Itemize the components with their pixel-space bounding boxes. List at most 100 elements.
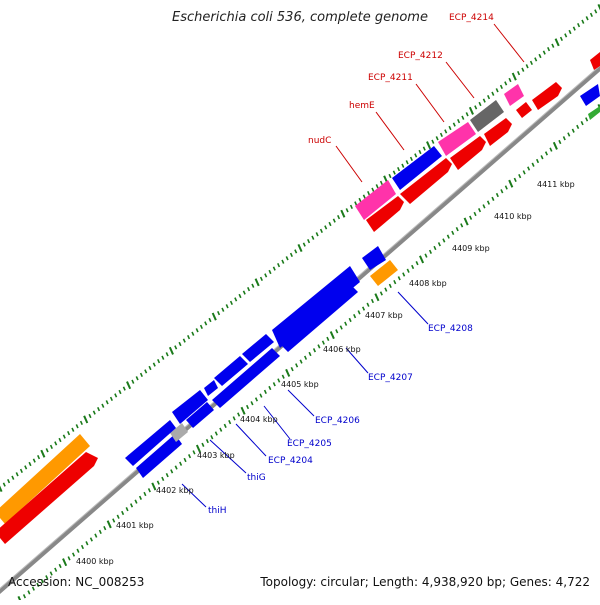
inner-tick [540,155,544,160]
outer-tick [354,201,358,206]
reverse-gene-ECP_4205[interactable] [212,348,280,408]
inner-tick [188,454,192,459]
green-gene-right-edge[interactable] [588,106,600,120]
reverse-gene-upper-3[interactable] [204,380,218,396]
reverse-gene-upper-1[interactable] [125,420,176,466]
inner-tick [531,162,535,167]
inner-tick [522,170,526,175]
inner-tick [353,314,357,319]
scale-label: 4411 kbp [537,180,575,189]
outer-tick [511,72,517,81]
inner-tick [45,575,49,580]
forward-gene-ECP_4214-a[interactable] [516,102,532,118]
inner-tick [379,291,383,296]
outer-tick [487,95,491,100]
inner-tick [165,472,169,478]
outer-tick [474,105,478,110]
forward-gene-label[interactable]: nudC [308,136,331,146]
reverse-gene-upper-6[interactable] [272,266,360,348]
forward-gene-hemE[interactable] [400,158,452,204]
pink-gene-ECP_4211[interactable] [438,122,476,156]
inner-tick [62,558,68,567]
reverse-gene-label[interactable]: thiG [247,473,266,483]
forward-gene-ECP_4211[interactable] [450,136,486,170]
inner-tick [388,283,392,289]
outer-tick [238,293,242,299]
pink-gene-ECP_4214[interactable] [504,84,524,106]
outer-tick [568,29,572,35]
outer-tick [225,304,229,309]
topology-text: Topology: circular; Length: 4,938,920 bp… [260,575,590,589]
forward-gene-label[interactable]: ECP_4214 [449,13,494,23]
reverse-gene-ECP_4208[interactable] [362,246,386,270]
inner-tick [272,382,276,387]
reverse-label-leader [397,291,429,325]
scale-label: 4404 kbp [240,415,278,424]
outer-tick [504,81,508,86]
inner-tick [508,179,514,188]
reverse-gene-upper-4[interactable] [214,356,248,386]
reverse-gene-label[interactable]: thiH [208,506,227,516]
gray-gene-thiG[interactable] [170,423,188,442]
outer-tick [577,23,581,28]
forward-gene-nudC[interactable] [366,196,404,232]
orange-gene-left[interactable] [0,434,90,524]
inner-tick [370,298,374,304]
reverse-gene-label[interactable]: ECP_4206 [315,416,360,426]
reverse-gene-label[interactable]: ECP_4208 [428,324,473,334]
inner-tick [210,435,214,440]
inner-tick [393,279,397,285]
inner-tick [366,302,370,307]
outer-tick [508,77,512,83]
outer-tick [594,9,598,14]
reverse-label-leader [345,347,369,374]
outer-tick [332,218,336,223]
inner-tick [321,340,325,345]
reverse-gene-thiH[interactable] [136,434,182,478]
reverse-gene-ECP_4206[interactable] [280,284,358,352]
outer-tick [525,64,529,69]
inner-tick [329,331,335,340]
forward-gene-ECP_4214-b[interactable] [532,82,562,110]
reverse-gene-right-edge[interactable] [580,84,600,106]
inner-tick [254,397,258,402]
forward-gene-label[interactable]: hemE [349,101,375,111]
outer-tick [144,369,148,374]
inner-tick [263,389,267,394]
gene-features [0,52,600,544]
reverse-gene-label[interactable]: ECP_4204 [268,456,313,466]
outer-tick [178,341,182,347]
inner-tick [463,217,469,226]
forward-gene-right-edge[interactable] [590,52,600,70]
forward-gene-label[interactable]: ECP_4211 [368,73,413,83]
inner-tick [428,249,432,254]
pink-gene-nudC[interactable] [355,180,396,220]
forward-gene-label[interactable]: ECP_4212 [398,51,443,61]
reverse-gene-hemE[interactable] [392,146,442,190]
genome-title: Escherichia coli 536, complete genome [172,10,428,25]
reverse-gene-ECP_4204[interactable] [186,402,214,428]
outer-tick [45,448,49,453]
inner-tick [223,423,227,429]
outer-tick [422,146,426,151]
inner-tick [130,503,134,508]
reverse-gene-upper-2[interactable] [172,390,208,424]
reverse-gene-label[interactable]: ECP_4207 [368,373,413,383]
gray-gene-ECP_4212[interactable] [470,100,504,132]
outer-tick [534,57,538,62]
forward-gene-ECP_4212[interactable] [484,118,512,146]
outer-tick [572,26,576,31]
inner-tick [121,510,125,516]
inner-tick [161,476,165,482]
forward-label-leader [335,145,363,183]
inner-tick [106,520,112,529]
forward-gene-left[interactable] [0,452,98,544]
outer-tick [388,173,392,179]
reverse-gene-upper-5[interactable] [242,334,274,362]
inner-tick [147,488,151,493]
orange-gene-ECP_4208[interactable] [370,260,398,286]
inner-tick [442,238,446,243]
outer-tick [208,317,212,323]
reverse-gene-label[interactable]: ECP_4205 [287,439,332,449]
outer-tick [285,256,289,261]
